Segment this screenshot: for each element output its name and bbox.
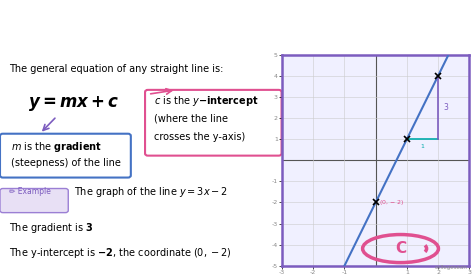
Text: $c$ is the $\bf{\it{y}}$$\bf{-intercept}$: $c$ is the $\bf{\it{y}}$$\bf{-intercept}…	[154, 94, 258, 108]
Text: C: C	[395, 241, 406, 256]
Text: crosses the y-axis): crosses the y-axis)	[154, 132, 245, 141]
Text: $m$ is the $\bf{gradient}$: $m$ is the $\bf{gradient}$	[11, 140, 102, 154]
Text: $\boldsymbol{y = mx + c}$: $\boldsymbol{y = mx + c}$	[28, 94, 120, 113]
Text: The general equation of any straight line is:: The general equation of any straight lin…	[9, 64, 223, 73]
Text: (steepness) of the line: (steepness) of the line	[11, 158, 121, 168]
Text: The y-intercept is $\mathbf{-2}$, the coordinate $(0, -2)$: The y-intercept is $\mathbf{-2}$, the co…	[9, 246, 231, 259]
Text: 1: 1	[420, 144, 424, 149]
Text: $(0,-2)$: $(0,-2)$	[379, 198, 404, 207]
Text: (where the line: (where the line	[154, 114, 228, 124]
FancyBboxPatch shape	[0, 134, 131, 178]
FancyBboxPatch shape	[0, 189, 68, 213]
Text: The graph of the line $y = 3x - 2$: The graph of the line $y = 3x - 2$	[74, 185, 228, 199]
Text: ✏ Example: ✏ Example	[9, 187, 50, 196]
Text: collegesean: collegesean	[435, 266, 468, 270]
Text: 3: 3	[444, 103, 448, 112]
FancyBboxPatch shape	[145, 90, 282, 156]
Text: The gradient is $\mathbf{3}$: The gradient is $\mathbf{3}$	[9, 221, 93, 235]
Text: $y = mx + c$: $y = mx + c$	[12, 13, 157, 41]
